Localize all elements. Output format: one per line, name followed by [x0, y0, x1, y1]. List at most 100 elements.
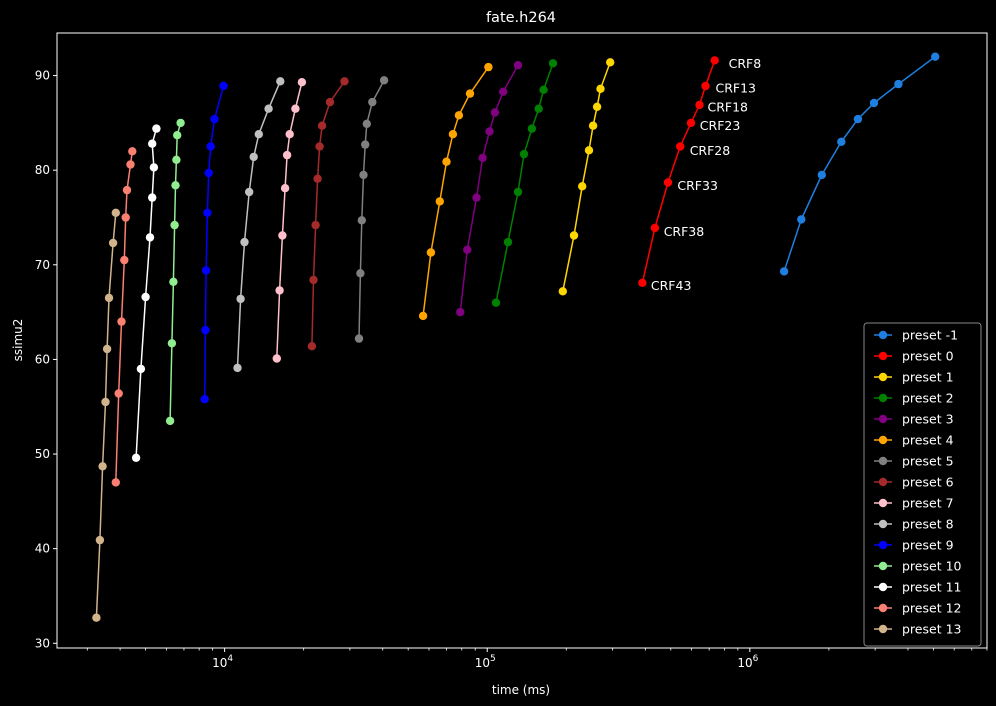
data-point: [596, 84, 605, 94]
legend-marker: [878, 414, 888, 424]
series-line: [311, 80, 346, 347]
data-point: [201, 325, 210, 335]
data-point: [513, 187, 523, 197]
data-point: [219, 81, 228, 91]
y-axis-label: ssimu2: [11, 319, 25, 362]
data-point: [172, 155, 181, 164]
data-point: [176, 118, 185, 128]
legend: preset -1 preset 0 preset 1 preset 2 preset …: [863, 322, 982, 647]
data-point: [128, 147, 137, 156]
x-tick-exponent: 6: [753, 654, 759, 664]
series-line: [422, 66, 490, 316]
series-line: [276, 82, 303, 359]
series-line: [95, 212, 117, 618]
data-point: [356, 269, 365, 278]
legend-marker: [878, 330, 888, 340]
data-point: [169, 277, 178, 286]
legend-marker: [878, 498, 888, 508]
legend-marker: [878, 477, 888, 487]
data-point: [325, 97, 335, 107]
legend-label: preset 2: [902, 391, 954, 406]
data-point: [357, 216, 366, 225]
data-point: [313, 174, 322, 183]
data-point: [491, 298, 501, 307]
series-line: [203, 85, 225, 400]
series-line: [115, 151, 134, 483]
data-point: [606, 58, 615, 67]
data-point: [201, 266, 211, 275]
plot-area: CRF8 CRF13 CRF18 CRF23 CRF28 CRF33 CRF38 CRF43: [92, 52, 940, 622]
legend-label: preset 5: [902, 454, 954, 469]
annotation-label: CRF23: [700, 118, 741, 133]
series-line: [169, 122, 182, 421]
data-point: [650, 223, 660, 233]
y-tick-label: 90: [35, 69, 50, 83]
data-point: [126, 160, 135, 169]
data-point: [368, 97, 377, 107]
data-point: [362, 119, 371, 128]
data-point: [152, 124, 161, 133]
data-point: [588, 121, 598, 130]
x-tick-base: 10: [212, 656, 227, 670]
x-tick-exponent: 4: [227, 654, 233, 664]
legend-marker: [878, 582, 888, 592]
data-point: [233, 363, 242, 373]
data-point: [435, 197, 444, 206]
data-point: [145, 233, 155, 242]
data-point: [173, 131, 182, 140]
data-point: [513, 60, 523, 70]
x-tick-base: 10: [737, 656, 752, 670]
data-point: [285, 130, 294, 139]
data-point: [418, 311, 428, 321]
legend-marker: [878, 456, 888, 466]
data-point: [167, 339, 177, 348]
annotation-label: CRF8: [729, 56, 762, 71]
data-point: [111, 208, 121, 217]
data-point: [676, 142, 685, 151]
data-point: [120, 255, 129, 265]
data-point: [200, 395, 209, 404]
data-point: [111, 478, 121, 487]
data-point: [165, 416, 175, 426]
data-point: [426, 248, 436, 257]
y-tick-label: 40: [35, 542, 50, 556]
legend-label: preset 9: [902, 538, 954, 553]
data-point: [307, 342, 317, 351]
data-point: [275, 286, 284, 295]
y-tick-label: 80: [35, 163, 50, 177]
data-point: [695, 100, 704, 110]
data-point: [442, 157, 451, 166]
legend-label: preset 0: [902, 349, 954, 364]
series-line: [641, 60, 716, 283]
data-point: [797, 215, 806, 224]
x-tick-exponent: 5: [490, 654, 496, 664]
legend-marker: [878, 561, 888, 571]
x-tick-label: 106: [737, 654, 758, 670]
data-point: [264, 104, 273, 113]
data-point: [240, 237, 249, 247]
data-point: [869, 98, 879, 108]
data-point: [478, 153, 487, 163]
legend-label: preset 13: [902, 622, 961, 637]
data-point: [456, 307, 465, 317]
data-point: [311, 220, 320, 230]
legend-label: preset 1: [902, 370, 954, 385]
data-point: [354, 334, 364, 343]
data-point: [315, 142, 324, 151]
data-point: [272, 354, 281, 363]
data-point: [131, 453, 141, 462]
data-point: [379, 76, 389, 85]
legend-marker: [878, 603, 888, 613]
data-point: [527, 124, 537, 133]
data-point: [114, 389, 123, 398]
series-line: [236, 81, 281, 368]
data-point: [101, 397, 110, 407]
annotation-label: CRF33: [677, 178, 718, 193]
series-line: [358, 79, 385, 339]
data-point: [149, 163, 159, 172]
data-point: [104, 293, 114, 303]
data-point: [853, 114, 863, 124]
data-point: [472, 193, 481, 202]
annotation-label: CRF18: [708, 99, 749, 114]
data-point: [894, 79, 903, 89]
